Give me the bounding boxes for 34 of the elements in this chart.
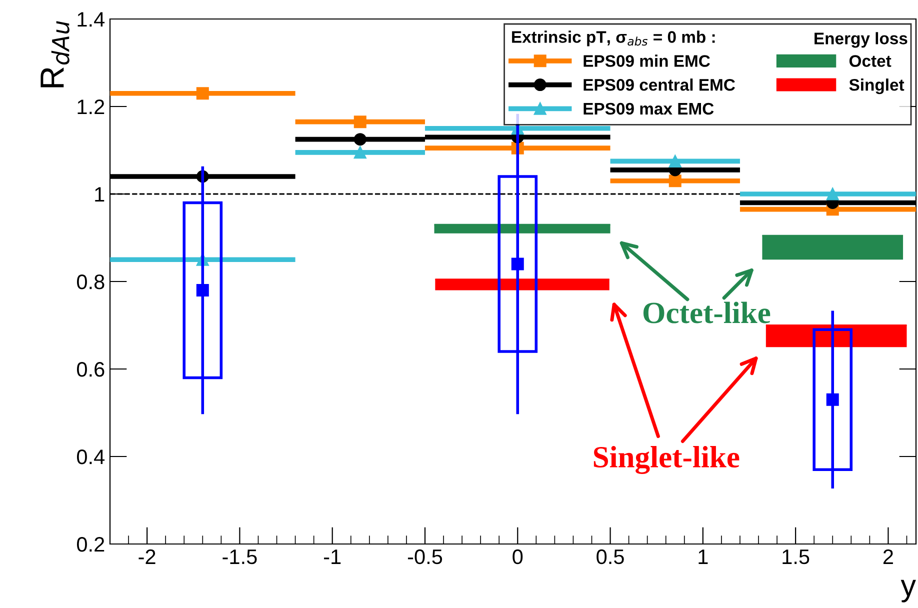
point xyxy=(668,174,682,188)
legend-title: Extrinsic pT, σ$_{abs}$ = 0 mb : xyxy=(512,30,715,46)
y-axis-title: R$_{dAu}$ xyxy=(40,21,70,88)
x-tick-label: -0.5 xyxy=(408,549,442,564)
point xyxy=(668,154,682,168)
x-axis-title: y xyxy=(900,580,916,602)
y-tick-label: 1 xyxy=(95,187,104,202)
legend-label: Octet xyxy=(849,55,892,67)
annotation: Octet-like xyxy=(643,302,770,324)
x-tick-label: -1 xyxy=(324,550,341,564)
x-tick-label: 0.5 xyxy=(596,549,624,564)
point xyxy=(826,188,839,200)
x-tick-label: -1.5 xyxy=(222,550,257,564)
annotation: Energy loss xyxy=(814,32,908,48)
y-tick-label: 1.4 xyxy=(78,12,105,27)
y-tick-label: 0.4 xyxy=(76,450,105,464)
x-tick-label: 0 xyxy=(512,549,523,564)
x-tick-label: -2 xyxy=(138,549,156,564)
x-tick-label: 2 xyxy=(883,549,893,564)
y-tick-label: 0.2 xyxy=(76,537,104,552)
y-tick-label: 0.6 xyxy=(76,362,104,377)
annotation: Singlet-like xyxy=(594,446,740,474)
point xyxy=(354,116,366,128)
legend-label: EPS09 min EMC xyxy=(584,54,710,67)
legend-label: EPS09 central EMC xyxy=(584,78,735,91)
point xyxy=(196,87,209,100)
x-tick-label: 1 xyxy=(698,550,708,564)
y-tick-label: 1.2 xyxy=(78,100,104,114)
x-tick-label: 1.5 xyxy=(782,550,810,564)
legend-label: EPS09 max EMC xyxy=(584,102,714,115)
point xyxy=(354,146,366,159)
point xyxy=(354,133,366,146)
y-tick-label: 0.8 xyxy=(76,274,104,290)
legend-label: Singlet xyxy=(849,78,904,94)
